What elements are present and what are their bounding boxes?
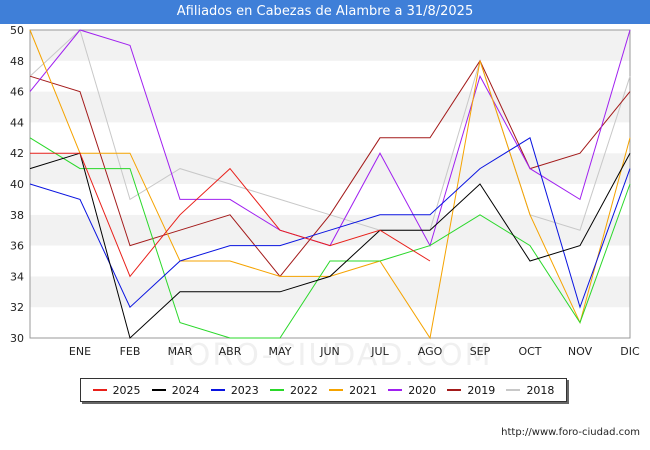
y-tick-label: 50: [10, 24, 24, 37]
x-tick-label: DIC: [620, 345, 640, 358]
legend-swatch: [329, 389, 344, 391]
series-line-2024: [29, 152, 631, 339]
legend-item-2025: 2025: [92, 383, 141, 397]
legend-label: 2018: [526, 383, 555, 397]
y-tick-label: 40: [10, 178, 24, 191]
x-tick-label: NOV: [568, 345, 593, 358]
x-tick-label: ABR: [219, 345, 242, 358]
legend-item-2020: 2020: [388, 384, 436, 397]
x-tick-label: MAY: [269, 345, 292, 358]
grid-band: [30, 184, 630, 215]
legend-label: 2024: [171, 383, 200, 397]
y-tick-label: 30: [10, 332, 24, 345]
y-tick-label: 44: [10, 116, 24, 129]
legend-item-2019: 2019: [447, 384, 495, 397]
grid-band: [30, 276, 630, 308]
legend-item-2023: 2023: [210, 383, 259, 397]
y-tick-label: 38: [10, 209, 24, 222]
series-lines: [29, 29, 631, 340]
legend-label: 2019: [467, 383, 496, 397]
legend-swatch: [151, 389, 166, 391]
chart-title: Afiliados en Cabezas de Alambre a 31/8/2…: [0, 0, 650, 24]
x-tick-label: MAR: [168, 345, 193, 358]
x-tick-label: FEB: [120, 345, 141, 358]
x-tick-label: OCT: [518, 345, 541, 358]
legend-swatch: [506, 389, 521, 391]
legend-item-2018: 2018: [506, 384, 554, 397]
x-tick-label: ENE: [69, 345, 91, 358]
y-tick-label: 34: [10, 270, 24, 283]
x-axis: ENE FEB MAR ABR MAY JUN JUL AGO SEP OCT NOV DIC: [69, 345, 640, 358]
grid-band: [30, 60, 630, 92]
grid-band: [30, 307, 630, 338]
grid-bands: [29, 29, 631, 339]
y-tick-label: 42: [10, 147, 24, 160]
legend-item-2021: 2021: [329, 384, 377, 397]
grid-band: [30, 122, 630, 154]
grid-band: [30, 91, 630, 123]
legend-item-2022: 2022: [269, 383, 318, 397]
series-line-2023: [29, 137, 631, 309]
legend-label: 2023: [230, 383, 259, 397]
legend-swatch: [388, 389, 403, 391]
legend-label: 2020: [408, 383, 437, 397]
y-tick-label: 48: [10, 55, 24, 68]
y-axis: 30 32 34 36 38 40 42 44 46 48 50: [10, 24, 24, 345]
legend-swatch: [210, 389, 225, 391]
source-link[interactable]: http://www.foro-ciudad.com: [501, 427, 640, 438]
y-tick-label: 36: [10, 240, 24, 253]
x-tick-label: JUL: [370, 345, 389, 358]
legend-swatch: [447, 389, 462, 391]
watermark: FORO-CIUDAD.COM: [168, 338, 493, 373]
legend-label: 2021: [349, 383, 378, 397]
grid-band: [30, 30, 630, 61]
legend-label: 2025: [112, 383, 141, 397]
legend: 2025 2024 2023 2022 2021 2020 2019 2018: [80, 378, 567, 402]
legend-swatch: [92, 389, 107, 391]
x-tick-label: SEP: [470, 345, 491, 358]
y-tick-label: 32: [10, 301, 24, 314]
x-tick-label: JUN: [319, 345, 340, 358]
x-tick-label: AGO: [418, 345, 443, 358]
series-line-2025: [30, 152, 431, 278]
series-line-2022: [29, 137, 631, 339]
legend-swatch: [269, 389, 284, 391]
y-tick-label: 46: [10, 86, 24, 99]
legend-label: 2022: [289, 383, 318, 397]
legend-item-2024: 2024: [151, 383, 200, 397]
